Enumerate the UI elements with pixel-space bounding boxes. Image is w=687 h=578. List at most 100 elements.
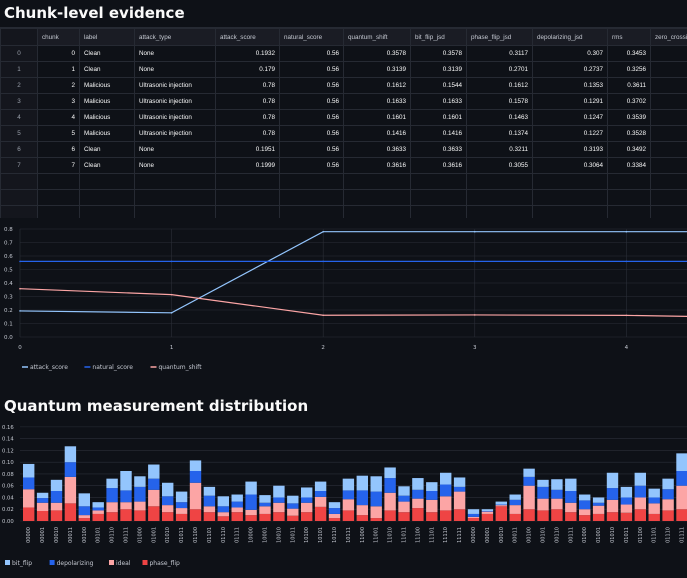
y-tick-label: 0.12 — [2, 448, 14, 454]
y-tick-label: 0.06 — [2, 484, 14, 490]
x-tick-label: 3 — [473, 345, 477, 351]
column-header[interactable]: attack_score — [216, 29, 280, 46]
table-row[interactable] — [1, 206, 687, 219]
x-tick-label: 10111 — [346, 527, 352, 543]
table-cell: 2 — [38, 78, 80, 94]
bar-segment-ideal — [37, 503, 48, 511]
row-index: 2 — [1, 78, 38, 94]
x-tick-label: 01011 — [179, 527, 185, 543]
data-point — [19, 288, 21, 290]
bar-segment-phase_flip — [454, 509, 465, 521]
bar-segment-bit_flip — [106, 479, 117, 488]
column-header[interactable]: attack_type — [135, 29, 216, 46]
bar-segment-depolarizing — [412, 490, 423, 499]
table-cell — [38, 206, 80, 219]
column-header[interactable]: chunk — [38, 29, 80, 46]
column-header[interactable]: quantum_shift — [344, 29, 411, 46]
bar-segment-depolarizing — [482, 511, 493, 512]
bar-segment-ideal — [204, 506, 215, 512]
row-index: 6 — [1, 142, 38, 158]
bar-segment-ideal — [148, 490, 159, 506]
bar-segment-depolarizing — [93, 507, 104, 510]
table-cell: 0.1932 — [216, 46, 280, 62]
x-tick-label: 11000 — [360, 527, 366, 543]
table-cell: Clean — [80, 46, 135, 62]
bar-segment-bit_flip — [23, 464, 34, 478]
data-point — [626, 231, 628, 233]
column-header[interactable] — [1, 29, 38, 46]
column-header[interactable]: depolarizing_jsd — [533, 29, 608, 46]
bar-segment-depolarizing — [662, 489, 673, 499]
bar-segment-ideal — [93, 510, 104, 514]
table-cell — [467, 190, 533, 206]
bar-segment-phase_flip — [190, 509, 201, 521]
column-header[interactable]: phase_flip_jsd — [467, 29, 533, 46]
table-cell — [533, 206, 608, 219]
row-index: 3 — [1, 94, 38, 110]
table-cell — [38, 174, 80, 190]
bar-segment-depolarizing — [676, 471, 687, 486]
data-point — [171, 261, 173, 263]
bar-segment-phase_flip — [176, 514, 187, 521]
row-index — [1, 190, 38, 206]
table-cell — [533, 174, 608, 190]
bar-segment-bit_flip — [468, 509, 479, 514]
table-cell: 0.1612 — [344, 78, 411, 94]
table-cell: 0.1763 — [651, 126, 687, 142]
table-cell: 0.78 — [216, 78, 280, 94]
bar-segment-bit_flip — [218, 496, 229, 506]
bar-segment-ideal — [79, 515, 90, 518]
bar-segment-ideal — [315, 497, 326, 507]
column-header[interactable]: natural_score — [280, 29, 344, 46]
column-header[interactable]: bit_flip_jsd — [411, 29, 467, 46]
bar-segment-phase_flip — [162, 512, 173, 521]
table-row[interactable] — [1, 190, 687, 206]
table-cell: 0.1463 — [467, 110, 533, 126]
x-tick-label: 00111 — [124, 527, 130, 543]
bar-segment-bit_flip — [593, 497, 604, 502]
x-tick-label: 11011 — [402, 527, 408, 543]
legend-swatch — [143, 560, 148, 565]
bar-segment-depolarizing — [315, 491, 326, 497]
table-cell — [280, 206, 344, 219]
row-index — [1, 206, 38, 219]
bar-segment-ideal — [440, 496, 451, 510]
table-cell: 0.3611 — [608, 78, 651, 94]
legend-label: natural_score — [92, 364, 133, 371]
bar-segment-depolarizing — [162, 496, 173, 505]
x-tick-label: 00111 — [568, 527, 574, 543]
chunk-evidence-title: Chunk-level evidence — [4, 4, 185, 22]
column-header[interactable]: zero_crossing_rate — [651, 29, 687, 46]
table-row[interactable] — [1, 174, 687, 190]
bar-segment-depolarizing — [65, 462, 76, 477]
table-cell: 0.3578 — [411, 46, 467, 62]
table-cell — [135, 206, 216, 219]
table-cell: 0.56 — [280, 94, 344, 110]
column-header[interactable]: rms — [608, 29, 651, 46]
data-point — [322, 314, 324, 316]
table-cell: 0.78 — [216, 126, 280, 142]
bar-segment-ideal — [23, 489, 34, 507]
x-tick-label: 00011 — [68, 527, 74, 543]
bar-segment-phase_flip — [93, 514, 104, 521]
bar-segment-depolarizing — [120, 490, 131, 502]
table-cell — [216, 206, 280, 219]
bar-segment-depolarizing — [134, 487, 145, 502]
column-header[interactable]: label — [80, 29, 135, 46]
bar-segment-phase_flip — [65, 503, 76, 521]
quantum-distribution-title: Quantum measurement distribution — [4, 397, 308, 415]
bar-segment-ideal — [273, 503, 284, 512]
bar-segment-phase_flip — [37, 511, 48, 521]
bar-segment-phase_flip — [635, 509, 646, 521]
